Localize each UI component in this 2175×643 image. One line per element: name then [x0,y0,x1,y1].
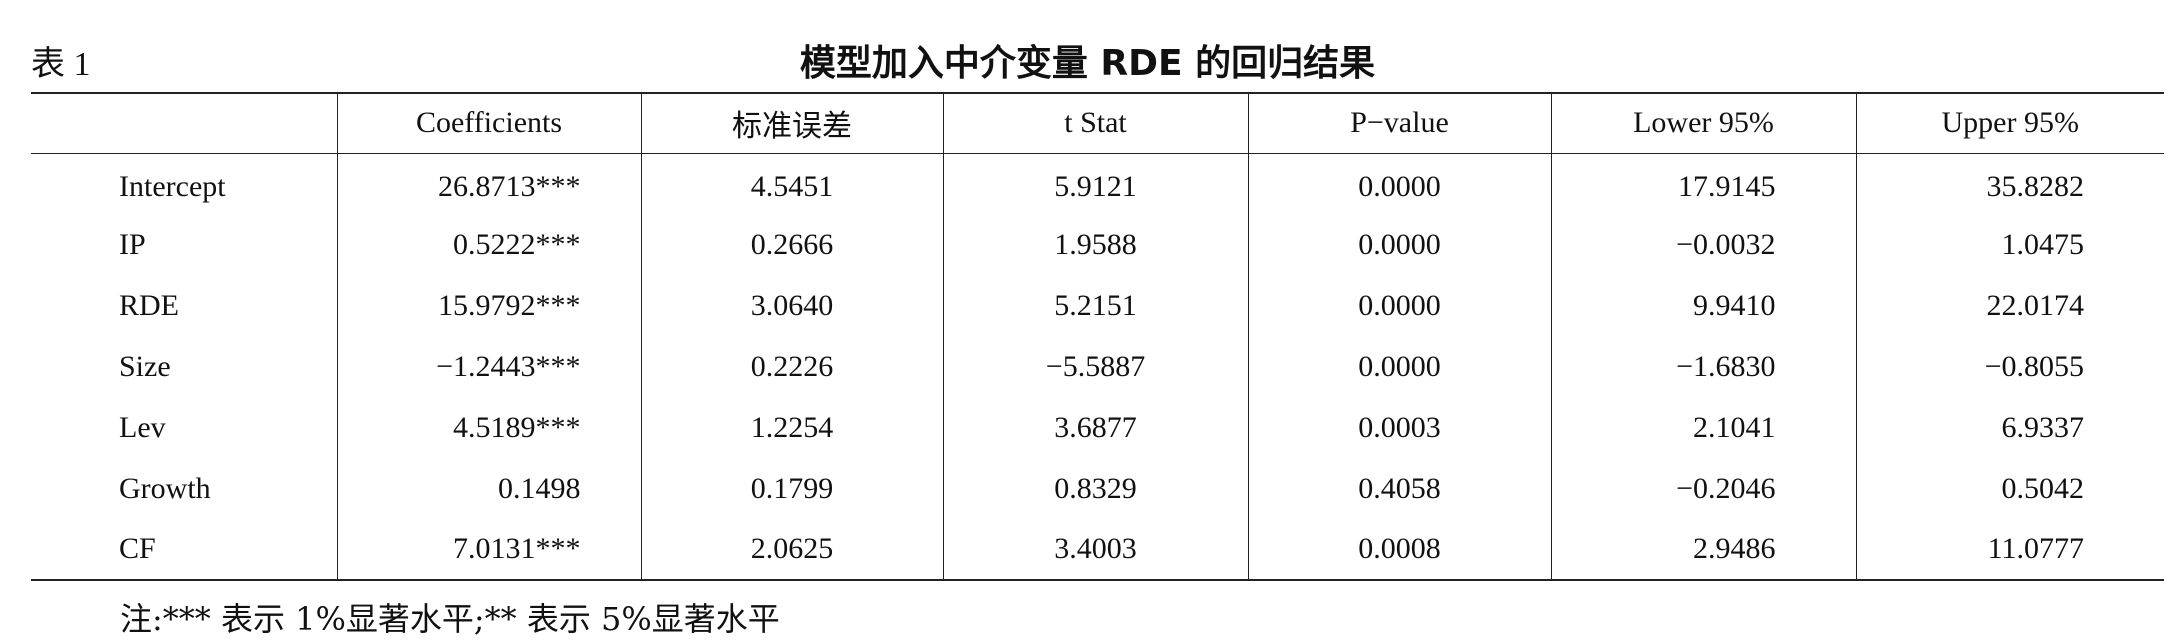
cell: 3.0640 [640,275,943,336]
table-label: 表 1 [31,46,91,83]
table-row: Size −1.2443*** 0.2226 −5.5887 0.0000 −1.6830… [31,336,2164,397]
column-header: Lower 95% [1550,93,1856,154]
table-body: Intercept 26.8713*** 4.5451 5.9121 0.0000 17.… [31,153,2164,580]
cell: 0.4058 [1247,458,1551,519]
cell: 3.6877 [942,397,1248,458]
cell: 0.0000 [1247,214,1551,275]
empty-cell [31,93,337,154]
column-header: 标准误差 [640,93,943,154]
cell: 0.5042 [1855,458,2164,519]
cell: −1.6830 [1550,336,1856,397]
row-label: Size [119,349,171,383]
table-title: 模型加入中介变量 RDE 的回归结果 [799,43,1376,84]
cell: 5.2151 [942,275,1248,336]
row-label: RDE [119,288,179,322]
cell: 0.0000 [1247,275,1551,336]
cell: 17.9145 [1550,153,1856,214]
cell: 1.9588 [942,214,1248,275]
cell: 0.1498 [336,458,641,519]
cell: 1.2254 [640,397,943,458]
row-label: CF [119,532,156,565]
cell: 6.9337 [1855,397,2164,458]
cell: −0.0032 [1550,214,1856,275]
cell: −5.5887 [942,336,1248,397]
cell: 5.9121 [942,153,1248,214]
cell: −1.2443*** [336,336,641,397]
cell: −0.2046 [1550,458,1856,519]
cell: 35.8282 [1855,153,2164,214]
cell: 15.9792*** [336,275,641,336]
row-label: Intercept [119,169,226,203]
cell: 0.0003 [1247,397,1551,458]
cell: 0.1799 [640,458,943,519]
header-row: Coefficients 标准误差 t Stat P−value Lower 95% Up… [31,93,2164,154]
cell: 0.2666 [640,214,943,275]
table-row: Lev 4.5189*** 1.2254 3.6877 0.0003 2.1041 6.93… [31,397,2164,458]
cell: −0.8055 [1855,336,2164,397]
cell: 2.9486 [1550,519,1856,580]
table-note: 注:*** 表示 1%显著水平;** 表示 5%显著水平 [120,600,780,638]
column-header: Upper 95% [1855,93,2164,154]
cell: 22.0174 [1855,275,2164,336]
cell: 0.0008 [1247,519,1551,580]
cell: 2.0625 [640,519,943,580]
row-label: Growth [119,471,211,505]
cell: 0.0000 [1247,336,1551,397]
table-row: IP 0.5222*** 0.2666 1.9588 0.0000 −0.0032 1.04… [31,214,2164,275]
table-row: Growth 0.1498 0.1799 0.8329 0.4058 −0.2046 0.5… [31,458,2164,519]
row-label: Lev [119,410,166,444]
table-row: RDE 15.9792*** 3.0640 5.2151 0.0000 9.9410 22.… [31,275,2164,336]
regression-table: Coefficients 标准误差 t Stat P−value Lower 95% Up… [31,92,2164,581]
table-header: Coefficients 标准误差 t Stat P−value Lower 95% Up… [31,93,2164,154]
cell: 0.2226 [640,336,943,397]
cell: 0.8329 [942,458,1248,519]
cell: 0.5222*** [336,214,641,275]
cell: 2.1041 [1550,397,1856,458]
table-row: CF 7.0131*** 2.0625 3.4003 0.0008 2.9486 11.07… [31,519,2164,580]
cell: 0.0000 [1247,153,1551,214]
cell: 11.0777 [1855,519,2164,580]
cell: 3.4003 [942,519,1248,580]
cell: 1.0475 [1855,214,2164,275]
cell: 4.5451 [640,153,943,214]
table-row: Intercept 26.8713*** 4.5451 5.9121 0.0000 17.… [31,153,2164,214]
cell: 4.5189*** [336,397,641,458]
column-header: P−value [1247,93,1551,154]
column-header: t Stat [942,93,1248,154]
column-header: Coefficients [336,93,641,154]
cell: 7.0131*** [336,519,641,580]
cell: 26.8713*** [336,153,641,214]
row-label: IP [119,227,146,261]
cell: 9.9410 [1550,275,1856,336]
